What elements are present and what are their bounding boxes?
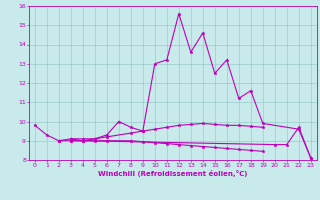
X-axis label: Windchill (Refroidissement éolien,°C): Windchill (Refroidissement éolien,°C) xyxy=(98,170,247,177)
